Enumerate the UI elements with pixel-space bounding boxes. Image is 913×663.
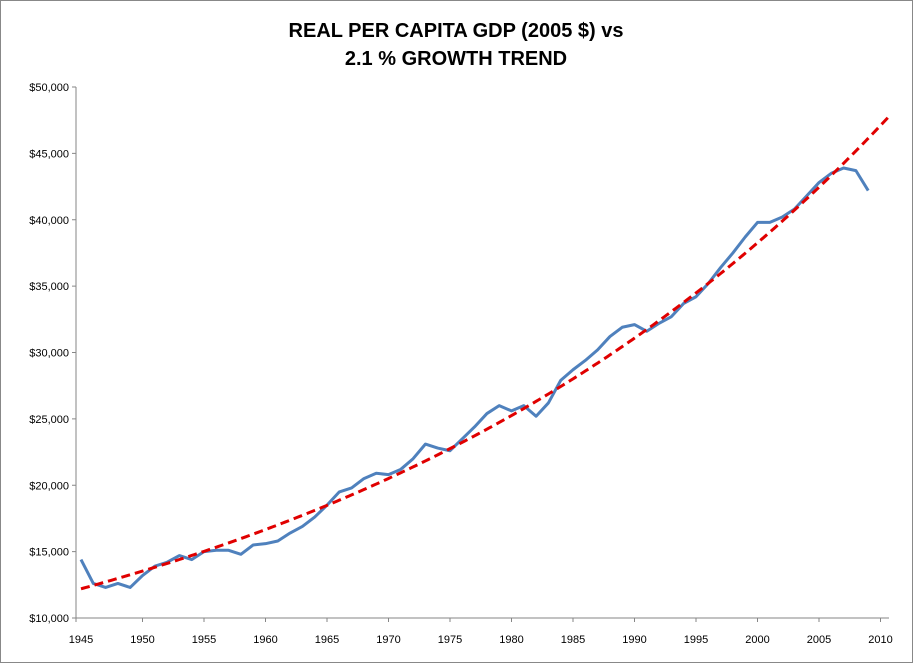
x-tick-label: 2005 bbox=[807, 634, 831, 646]
y-tick-label: $20,000 bbox=[29, 480, 69, 492]
x-tick-label: 1950 bbox=[130, 634, 154, 646]
y-tick-label: $15,000 bbox=[29, 547, 69, 559]
chart-title-line-1: REAL PER CAPITA GDP (2005 $) vs bbox=[289, 20, 624, 42]
x-tick-label: 1985 bbox=[561, 634, 585, 646]
x-tick-label: 1975 bbox=[438, 634, 462, 646]
x-tick-label: 2010 bbox=[868, 634, 892, 646]
x-tick-label: 1990 bbox=[622, 634, 646, 646]
x-tick-label: 1995 bbox=[684, 634, 708, 646]
y-tick-label: $10,000 bbox=[29, 613, 69, 625]
y-tick-label: $45,000 bbox=[29, 148, 69, 160]
x-tick-label: 1965 bbox=[315, 634, 339, 646]
x-tick-label: 1945 bbox=[69, 634, 93, 646]
y-tick-label: $50,000 bbox=[29, 82, 69, 94]
x-tick-label: 1980 bbox=[499, 634, 523, 646]
plot-area bbox=[76, 87, 889, 618]
y-tick-label: $35,000 bbox=[29, 281, 69, 293]
y-tick-label: $30,000 bbox=[29, 348, 69, 360]
gdp-series-line bbox=[79, 166, 870, 589]
x-tick-label: 2000 bbox=[745, 634, 769, 646]
trend-series-line bbox=[80, 116, 889, 591]
chart-title-line-2: 2.1 % GROWTH TREND bbox=[345, 48, 567, 70]
x-tick-label: 1955 bbox=[192, 634, 216, 646]
x-tick-label: 1960 bbox=[253, 634, 277, 646]
x-tick-label: 1970 bbox=[376, 634, 400, 646]
y-tick-label: $25,000 bbox=[29, 414, 69, 426]
y-tick-label: $40,000 bbox=[29, 215, 69, 227]
